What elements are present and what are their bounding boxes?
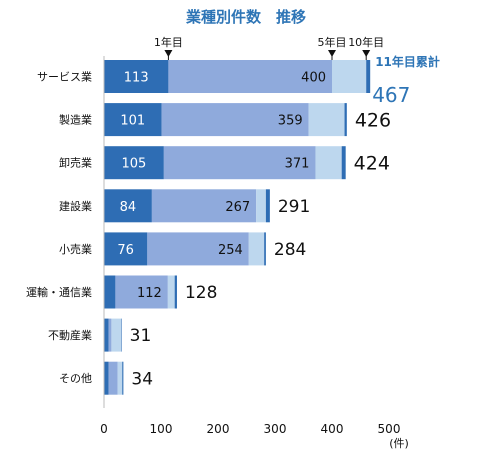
bar-segment — [104, 103, 162, 137]
bar-total-label: 34 — [131, 369, 153, 389]
x-tick-label: 200 — [207, 422, 230, 436]
bar-total-label: 424 — [354, 153, 390, 175]
bar-value-label: 76 — [117, 243, 134, 258]
bar-total-label: 31 — [130, 326, 152, 346]
bar-segment — [122, 361, 124, 395]
bar-segment — [104, 361, 109, 395]
bar-segment — [151, 189, 257, 223]
bar-total-label: 426 — [355, 109, 391, 131]
x-tick-label: 500 — [378, 422, 401, 436]
category-label: 建設業 — [59, 199, 92, 213]
marker-arrow — [328, 50, 336, 57]
x-unit-label: (件) — [389, 437, 409, 450]
bar-segment — [315, 146, 342, 180]
category-label: その他 — [59, 372, 92, 385]
bar-segment — [332, 60, 367, 93]
category-label: 製造業 — [59, 113, 92, 127]
category-label: 小売業 — [59, 243, 92, 256]
bar-segment — [115, 275, 168, 309]
bar-total-label: 467 — [372, 83, 410, 107]
marker-arrow — [164, 50, 173, 57]
bar-segment — [111, 318, 122, 352]
bar-segment — [256, 189, 266, 223]
bar-segment — [264, 232, 266, 266]
bar-segment — [248, 232, 265, 266]
marker-arrow — [362, 50, 371, 57]
bar-segment — [167, 275, 175, 309]
bar-segment — [104, 275, 116, 309]
x-tick-label: 100 — [150, 422, 173, 436]
bar-segment — [147, 232, 249, 266]
bar-total-label: 284 — [274, 240, 306, 260]
year-markers: 1年目 5年目 10年目 — [154, 35, 384, 60]
x-axis: 0 100 200 300 400 500 — [100, 422, 400, 436]
bar-segment — [121, 318, 122, 352]
bar-segment — [104, 146, 164, 180]
bar-value-label: 105 — [122, 157, 147, 172]
bar-segment — [117, 361, 123, 395]
category-label: サービス業 — [37, 71, 92, 84]
bar-value-label: 84 — [120, 200, 137, 215]
bar-value-label: 400 — [301, 71, 326, 86]
bar-value-label: 267 — [225, 200, 250, 215]
bar-segment — [174, 275, 177, 309]
bar-segment — [168, 60, 332, 93]
bar-total-label: 128 — [185, 283, 217, 303]
bar-value-label: 112 — [137, 286, 162, 301]
bar-segment — [344, 103, 347, 137]
bar-segment — [108, 361, 118, 395]
x-tick-label: 300 — [264, 422, 287, 436]
bar-segment — [265, 189, 270, 223]
bar-value-label: 254 — [218, 243, 243, 258]
category-label: 不動産業 — [48, 328, 92, 342]
bar-segment — [104, 232, 148, 266]
x-tick-label: 0 — [100, 422, 108, 436]
bar-value-label: 113 — [124, 71, 149, 86]
bar-segment — [104, 60, 169, 93]
bar-segment — [108, 318, 112, 352]
bar-value-label: 371 — [285, 157, 310, 172]
bar-segment — [366, 60, 371, 93]
bar-value-label: 359 — [278, 114, 303, 129]
bar-segment — [163, 146, 316, 180]
marker-label: 5年目 — [318, 35, 347, 49]
total-caption: 11年目累計 — [375, 54, 440, 69]
bar-segment — [104, 318, 109, 352]
category-label: 運輸・通信業 — [26, 285, 92, 299]
bar-segment — [104, 189, 152, 223]
marker-label: 10年目 — [348, 35, 384, 49]
bar-segment — [308, 103, 345, 137]
chart-title: 業種別件数 推移 — [185, 8, 306, 26]
x-tick-label: 400 — [321, 422, 344, 436]
bar-value-label: 101 — [120, 114, 145, 129]
bar-segment — [161, 103, 309, 137]
bar-segment — [341, 146, 346, 180]
bars: 113 400 467 11年目累計 101 359 426 105 371 424 84 267 29… — [104, 54, 440, 395]
marker-label: 1年目 — [154, 35, 183, 49]
bar-total-label: 291 — [278, 197, 310, 217]
category-label: 卸売業 — [59, 156, 92, 170]
